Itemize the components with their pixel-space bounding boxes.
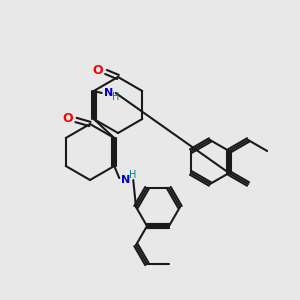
Text: H: H [112,92,119,102]
Text: H: H [129,170,137,180]
Text: O: O [93,64,103,76]
Text: O: O [63,112,73,124]
Text: N: N [104,88,113,98]
Text: N: N [121,175,130,185]
